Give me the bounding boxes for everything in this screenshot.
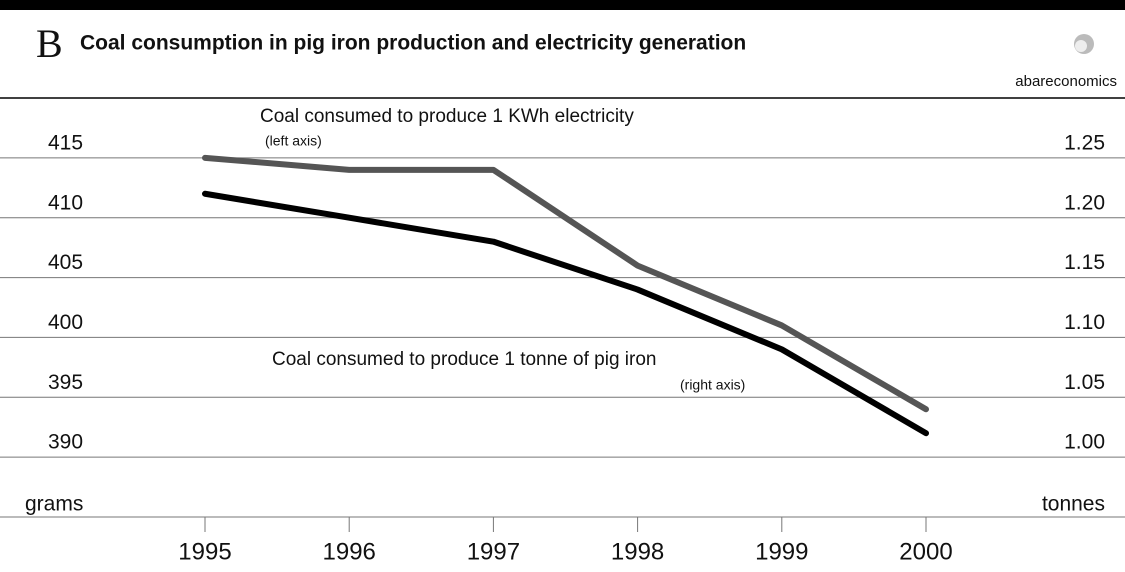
y-tick-label: 405 [48, 251, 83, 274]
x-tick-label: 1998 [611, 538, 664, 565]
y2-tick-label: 1.25 [1064, 131, 1105, 154]
y-axis-label: grams [25, 493, 83, 516]
x-tick-label: 1999 [755, 538, 808, 565]
y-tick-label: 415 [48, 131, 83, 154]
y2-tick-label: 1.05 [1064, 371, 1105, 394]
y2-tick-label: 1.10 [1064, 311, 1105, 334]
x-tick-label: 2000 [899, 538, 952, 565]
y-tick-label: 395 [48, 371, 83, 394]
y2-tick-label: 1.20 [1064, 191, 1105, 214]
y2-tick-label: 1.15 [1064, 251, 1105, 274]
chart-title: Coal consumption in pig iron production … [80, 32, 746, 55]
annotation: (left axis) [265, 133, 322, 149]
y-tick-label: 400 [48, 311, 83, 334]
annotation: Coal consumed to produce 1 KWh electrici… [260, 106, 634, 127]
y-tick-label: 410 [48, 191, 83, 214]
annotation: (right axis) [680, 377, 745, 393]
x-tick-label: 1997 [467, 538, 520, 565]
series-line [202, 154, 929, 413]
x-tick-label: 1995 [178, 538, 231, 565]
y2-axis-label: tonnes [1042, 493, 1105, 516]
source: abareconomics [1015, 73, 1117, 90]
series-line [202, 190, 929, 437]
y-tick-label: 390 [48, 431, 83, 454]
top-bar [0, 0, 1125, 10]
panel-letter: B [36, 21, 63, 66]
annotation: Coal consumed to produce 1 tonne of pig … [272, 349, 656, 370]
x-tick-label: 1996 [323, 538, 376, 565]
logo [1075, 40, 1087, 52]
y2-tick-label: 1.00 [1064, 431, 1105, 454]
